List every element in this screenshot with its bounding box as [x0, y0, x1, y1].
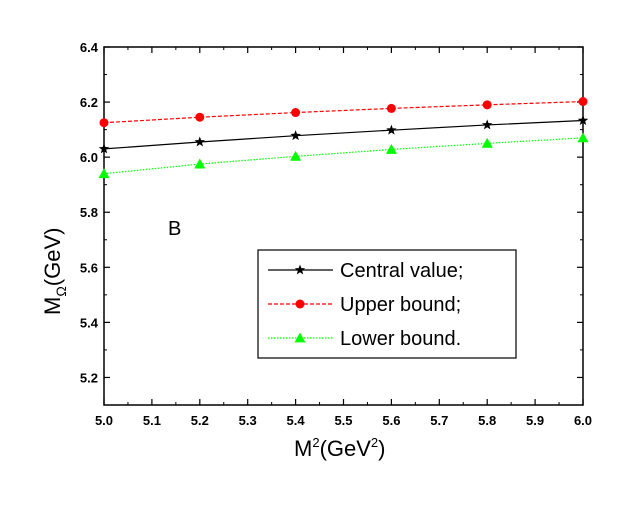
- x-tick-label: 5.4: [287, 413, 306, 428]
- y-axis-title-sub: Ω: [53, 286, 69, 296]
- x-tick-label: 5.8: [478, 413, 496, 428]
- series-2: [98, 132, 589, 179]
- data-point: [577, 132, 589, 143]
- series-layer: [98, 97, 589, 179]
- y-tick-label: 6.2: [80, 95, 98, 110]
- x-tick-label: 5.0: [95, 413, 113, 428]
- legend-label: Central value;: [340, 260, 463, 282]
- x-tick-label: 5.5: [334, 413, 352, 428]
- data-point: [386, 124, 397, 135]
- panel-label: B: [168, 218, 181, 240]
- x-axis-title-main: M: [294, 436, 312, 461]
- x-tick-label: 5.7: [430, 413, 448, 428]
- legend-marker: [295, 299, 305, 309]
- y-axis-title-main: M: [40, 297, 65, 315]
- x-tick-label: 5.3: [239, 413, 257, 428]
- data-point: [481, 119, 493, 130]
- legend-item: Upper bound;: [268, 294, 461, 316]
- x-tick-label: 6.0: [574, 413, 592, 428]
- x-axis-title: M2(GeV2): [294, 435, 385, 461]
- data-point: [99, 118, 109, 128]
- data-point: [290, 150, 302, 161]
- y-tick-label: 5.8: [80, 205, 98, 220]
- x-axis-title-end: ): [378, 436, 385, 461]
- data-point: [194, 158, 206, 169]
- series-0: [98, 115, 589, 154]
- legend-label: Upper bound;: [340, 294, 461, 316]
- y-tick-label: 5.6: [80, 260, 98, 275]
- data-point: [290, 130, 301, 141]
- data-point: [482, 100, 492, 110]
- legend-item: Lower bound.: [268, 328, 461, 350]
- x-tick-label: 5.6: [382, 413, 400, 428]
- x-tick-label: 5.1: [143, 413, 161, 428]
- data-point: [194, 136, 206, 147]
- y-axis: 5.2 5.4 5.6 5.8 6.0 6.2 6.4: [80, 40, 583, 406]
- data-point: [98, 143, 110, 154]
- series-line: [103, 100, 584, 124]
- data-point: [385, 143, 397, 154]
- legend-marker: [294, 264, 306, 275]
- y-tick-label: 5.4: [80, 315, 99, 330]
- series-line: [103, 119, 584, 150]
- y-axis-title-tail: (GeV): [40, 228, 65, 287]
- data-point: [195, 112, 205, 122]
- legend-marker: [294, 332, 306, 343]
- y-tick-label: 6.0: [80, 150, 98, 165]
- x-axis-title-tail-sup: 2: [371, 435, 378, 450]
- legend-item: Central value;: [268, 260, 463, 282]
- x-axis: 5.0 5.1 5.2 5.3 5.4 5.5 5.6 5.7 5.8 5.9 6.0: [95, 47, 592, 428]
- y-tick-label: 6.4: [80, 40, 99, 55]
- data-point: [577, 115, 589, 125]
- data-point: [386, 103, 396, 113]
- data-point: [98, 168, 110, 179]
- x-tick-label: 5.2: [191, 413, 209, 428]
- data-point: [481, 137, 493, 148]
- y-tick-label: 5.2: [80, 370, 98, 385]
- legend-label: Lower bound.: [340, 328, 461, 350]
- x-axis-title-sup: 2: [312, 435, 319, 450]
- x-tick-label: 5.9: [526, 413, 544, 428]
- legend: Central value; Upper bound; Lower bound.: [257, 249, 517, 359]
- y-axis-title: MΩ(GeV): [40, 228, 69, 315]
- series-line: [103, 137, 584, 175]
- data-point: [578, 97, 588, 107]
- series-1: [99, 97, 588, 128]
- data-point: [291, 108, 301, 118]
- x-axis-title-tail: (GeV: [320, 436, 372, 461]
